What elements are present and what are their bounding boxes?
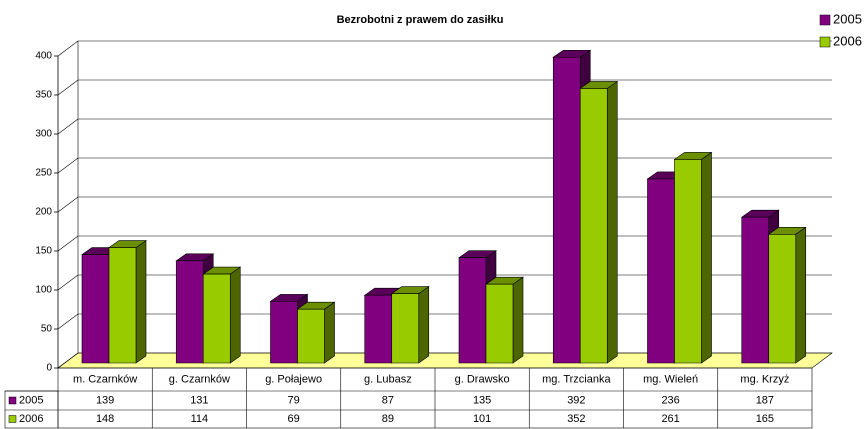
- x-tick-label: g. Połajewo: [265, 373, 322, 385]
- bar-face: [606, 80, 618, 364]
- chart-title: Bezrobotni z prawem do zasiłku: [337, 14, 504, 26]
- table-value: 87: [382, 394, 394, 406]
- bar-face: [108, 247, 137, 364]
- y-tick-label: 350: [35, 90, 52, 101]
- y-tick-label: 50: [41, 324, 53, 335]
- table-value: 79: [288, 394, 300, 406]
- table-value: 135: [473, 394, 491, 406]
- table-value: 114: [191, 413, 209, 425]
- bar-face: [202, 273, 231, 364]
- legend-key: [819, 14, 831, 26]
- x-tick-label: g. Lubasz: [364, 373, 412, 385]
- table-value: 131: [190, 394, 208, 406]
- table-value: 392: [567, 394, 585, 406]
- floor: [57, 352, 833, 369]
- bar-face: [485, 283, 514, 364]
- bar: [108, 239, 147, 364]
- legend-key: [8, 396, 17, 405]
- bar: [767, 226, 807, 364]
- bar-face: [579, 88, 608, 364]
- table-series-name: 2005: [19, 394, 43, 406]
- table-value: 69: [288, 413, 300, 425]
- table-value: 101: [473, 413, 491, 425]
- bar-face: [512, 276, 524, 364]
- table-value: 187: [756, 394, 774, 406]
- bar-face: [647, 178, 675, 364]
- bar-face: [324, 301, 335, 364]
- grid-line: [57, 196, 79, 213]
- grid-line: [57, 352, 79, 369]
- bar-face: [297, 308, 325, 364]
- y-tick-label: 100: [35, 285, 52, 296]
- grid-line: [57, 40, 79, 57]
- x-tick-label: g. Czarnków: [169, 373, 230, 385]
- grid-line: [57, 157, 79, 174]
- x-tick-label: m. Czarnków: [73, 373, 137, 385]
- table-value: 139: [96, 394, 114, 406]
- bar: [202, 266, 242, 364]
- bar: [673, 151, 713, 364]
- table-value: 148: [96, 413, 114, 425]
- x-tick-label: mg. Krzyż: [740, 373, 789, 385]
- y-tick-label: 200: [35, 207, 52, 218]
- grid-line: [57, 118, 79, 135]
- bar-face: [741, 216, 770, 364]
- table-series-name: 2006: [19, 413, 43, 425]
- bar-face: [364, 294, 393, 364]
- table-value: 352: [567, 413, 585, 425]
- legend-label: 2005: [833, 11, 862, 26]
- bar: [296, 301, 336, 364]
- grid-line: [57, 235, 79, 252]
- legend-key: [819, 36, 831, 48]
- bar: [579, 80, 619, 364]
- bar-face: [552, 56, 581, 364]
- bar-face: [229, 266, 241, 364]
- grid-line: [57, 274, 79, 291]
- bar-face: [175, 260, 204, 364]
- legend-key: [8, 415, 17, 423]
- grid-line: [57, 79, 79, 96]
- table-value: 165: [756, 413, 774, 425]
- y-tick-label: 150: [35, 246, 52, 257]
- table-value: 89: [382, 413, 394, 425]
- y-tick-label: 400: [35, 51, 52, 62]
- bar: [485, 276, 524, 364]
- bar-face: [81, 254, 110, 364]
- bar-face: [768, 234, 797, 364]
- bar-face: [391, 293, 420, 364]
- x-tick-label: g. Drawsko: [455, 373, 510, 385]
- bar-face: [270, 301, 298, 364]
- bar: [390, 286, 430, 364]
- table-value: 236: [661, 394, 679, 406]
- legend-label: 2006: [833, 33, 862, 48]
- x-tick-label: mg. Trzcianka: [542, 373, 611, 385]
- y-tick-label: 250: [35, 168, 52, 179]
- bar-face: [135, 239, 147, 364]
- bar-face: [795, 226, 807, 364]
- bar-face: [458, 257, 487, 364]
- y-tick-label: 300: [35, 129, 52, 140]
- bar-face: [674, 159, 702, 364]
- grid-line: [57, 313, 79, 330]
- x-tick-label: mg. Wieleń: [643, 373, 698, 385]
- bar-face: [418, 286, 430, 364]
- table-value: 261: [661, 413, 679, 425]
- y-tick-label: 0: [46, 363, 52, 374]
- bar-face: [701, 151, 712, 364]
